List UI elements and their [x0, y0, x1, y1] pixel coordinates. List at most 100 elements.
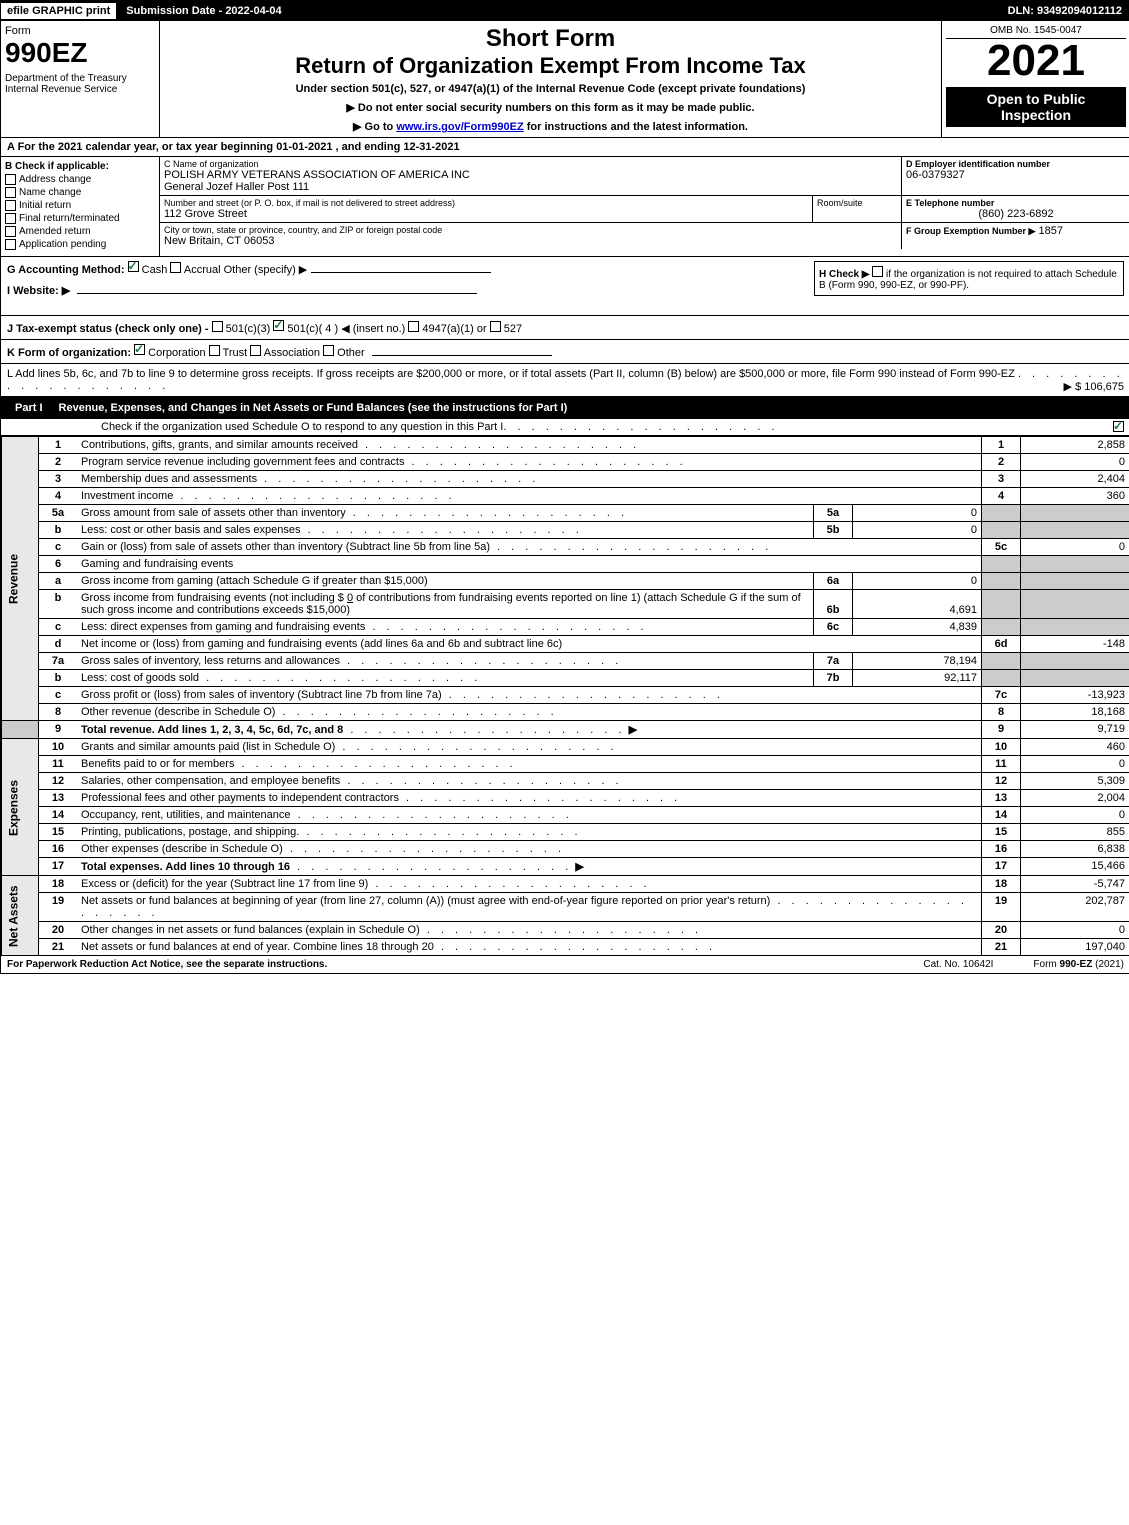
part-i-table: Revenue 1 Contributions, gifts, grants, … — [1, 436, 1129, 956]
department-text: Department of the Treasury Internal Reve… — [5, 73, 155, 95]
line-12: 12 Salaries, other compensation, and emp… — [2, 773, 1129, 790]
line-2: 2 Program service revenue including gove… — [2, 454, 1129, 471]
line-5b: b Less: cost or other basis and sales ex… — [2, 522, 1129, 539]
ein-value: 06-0379327 — [906, 169, 1126, 181]
checkbox-other-org[interactable] — [323, 345, 334, 356]
checkbox-h[interactable] — [872, 266, 883, 277]
group-exempt-value: 1857 — [1039, 225, 1063, 237]
efile-print-label: efile GRAPHIC print — [1, 3, 118, 19]
line-7b: b Less: cost of goods sold 7b 92,117 — [2, 670, 1129, 687]
line-7a: 7a Gross sales of inventory, less return… — [2, 653, 1129, 670]
room-label: Room/suite — [817, 198, 897, 208]
phone-value: (860) 223-6892 — [906, 208, 1126, 220]
phone-label: E Telephone number — [906, 198, 1126, 208]
checkbox-501c3[interactable] — [212, 321, 223, 332]
header-left: Form 990EZ Department of the Treasury In… — [1, 21, 160, 137]
line-21: 21 Net assets or fund balances at end of… — [2, 939, 1129, 956]
line-20: 20 Other changes in net assets or fund b… — [2, 922, 1129, 939]
line-6b: b Gross income from fundraising events (… — [2, 590, 1129, 619]
header-center: Short Form Return of Organization Exempt… — [160, 21, 941, 137]
row-c-city: City or town, state or province, country… — [160, 223, 1129, 249]
line-9: 9 Total revenue. Add lines 1, 2, 3, 4, 5… — [2, 721, 1129, 739]
street-value: 112 Grove Street — [164, 208, 808, 220]
row-c-street: Number and street (or P. O. box, if mail… — [160, 196, 1129, 223]
irs-link[interactable]: www.irs.gov/Form990EZ — [396, 121, 523, 133]
info-grid: B Check if applicable: Address change Na… — [1, 157, 1129, 257]
group-exempt-label: F Group Exemption Number ▶ — [906, 226, 1035, 236]
line-6d: d Net income or (loss) from gaming and f… — [2, 636, 1129, 653]
org-name: POLISH ARMY VETERANS ASSOCIATION OF AMER… — [164, 169, 897, 193]
section-k: K Form of organization: Corporation Trus… — [1, 340, 1129, 364]
checkbox-527[interactable] — [490, 321, 501, 332]
checkbox-name-change[interactable]: Name change — [5, 187, 155, 198]
line-6c: c Less: direct expenses from gaming and … — [2, 619, 1129, 636]
line-5a: 5a Gross amount from sale of assets othe… — [2, 505, 1129, 522]
dln-label: DLN: 93492094012112 — [1000, 3, 1129, 19]
no-ssn-text: ▶ Do not enter social security numbers o… — [164, 101, 937, 114]
checkbox-assoc[interactable] — [250, 345, 261, 356]
row-c-name: C Name of organization POLISH ARMY VETER… — [160, 157, 1129, 196]
section-c-wrapper: C Name of organization POLISH ARMY VETER… — [160, 157, 1129, 256]
form-number: 990EZ — [5, 37, 155, 69]
checkbox-accrual[interactable] — [170, 262, 181, 273]
line-10: Expenses 10 Grants and similar amounts p… — [2, 739, 1129, 756]
line-6a: a Gross income from gaming (attach Sched… — [2, 573, 1129, 590]
checkbox-final-return[interactable]: Final return/terminated — [5, 213, 155, 224]
section-j: J Tax-exempt status (check only one) - 5… — [1, 316, 1129, 340]
section-l-text: L Add lines 5b, 6c, and 7b to line 9 to … — [7, 368, 1015, 380]
line-4: 4 Investment income 4 360 — [2, 488, 1129, 505]
section-b: B Check if applicable: Address change Na… — [1, 157, 160, 256]
tax-year: 2021 — [946, 39, 1126, 83]
section-b-label: B Check if applicable: — [5, 161, 155, 172]
part-i-label: Part I — [7, 400, 51, 416]
other-org-line — [372, 355, 552, 356]
sched-o-row: Check if the organization used Schedule … — [1, 419, 1129, 436]
form-label: Form — [5, 25, 155, 37]
line-6: 6 Gaming and fundraising events — [2, 556, 1129, 573]
section-g-label: G Accounting Method: — [7, 264, 125, 276]
checkbox-initial-return[interactable]: Initial return — [5, 200, 155, 211]
line-3: 3 Membership dues and assessments 3 2,40… — [2, 471, 1129, 488]
arrow-icon: ▶ — [575, 861, 583, 873]
section-g: G Accounting Method: Cash Accrual Other … — [1, 257, 1129, 316]
short-form-title: Short Form — [164, 25, 937, 53]
city-label: City or town, state or province, country… — [164, 225, 897, 235]
line-11: 11 Benefits paid to or for members 11 0 — [2, 756, 1129, 773]
line-5c: c Gain or (loss) from sale of assets oth… — [2, 539, 1129, 556]
goto-text: ▶ Go to www.irs.gov/Form990EZ for instru… — [164, 120, 937, 133]
checkbox-trust[interactable] — [209, 345, 220, 356]
under-section-text: Under section 501(c), 527, or 4947(a)(1)… — [164, 83, 937, 95]
line-7c: c Gross profit or (loss) from sales of i… — [2, 687, 1129, 704]
net-assets-side-label: Net Assets — [2, 876, 39, 956]
checkbox-sched-o[interactable] — [1113, 421, 1124, 432]
section-h-label: H Check ▶ — [819, 269, 869, 280]
part-i-header: Part I Revenue, Expenses, and Changes in… — [1, 397, 1129, 419]
line-13: 13 Professional fees and other payments … — [2, 790, 1129, 807]
inspection-box: Open to Public Inspection — [946, 87, 1126, 127]
checkbox-application-pending[interactable]: Application pending — [5, 239, 155, 250]
checkbox-4947[interactable] — [408, 321, 419, 332]
form-container: efile GRAPHIC print Submission Date - 20… — [0, 0, 1129, 974]
line-19: 19 Net assets or fund balances at beginn… — [2, 893, 1129, 922]
arrow-icon: ▶ — [629, 724, 637, 736]
checkbox-501c[interactable] — [273, 320, 284, 331]
line-1: Revenue 1 Contributions, gifts, grants, … — [2, 437, 1129, 454]
section-i-label: I Website: ▶ — [7, 285, 70, 297]
checkbox-amended-return[interactable]: Amended return — [5, 226, 155, 237]
section-l-amount: ▶ $ 106,675 — [1064, 380, 1124, 393]
section-h: H Check ▶ if the organization is not req… — [814, 261, 1124, 296]
checkbox-address-change[interactable]: Address change — [5, 174, 155, 185]
line-18: Net Assets 18 Excess or (deficit) for th… — [2, 876, 1129, 893]
line-16: 16 Other expenses (describe in Schedule … — [2, 841, 1129, 858]
city-value: New Britain, CT 06053 — [164, 235, 897, 247]
top-bar: efile GRAPHIC print Submission Date - 20… — [1, 1, 1129, 21]
checkbox-cash[interactable] — [128, 261, 139, 272]
part-i-title: Revenue, Expenses, and Changes in Net As… — [59, 402, 568, 414]
expenses-side-label: Expenses — [2, 739, 39, 876]
street-label: Number and street (or P. O. box, if mail… — [164, 198, 808, 208]
org-name-label: C Name of organization — [164, 159, 897, 169]
footer-row: For Paperwork Reduction Act Notice, see … — [1, 956, 1129, 973]
checkbox-corp[interactable] — [134, 344, 145, 355]
header-right: OMB No. 1545-0047 2021 Open to Public In… — [941, 21, 1129, 137]
submission-date-label: Submission Date - 2022-04-04 — [118, 3, 289, 19]
